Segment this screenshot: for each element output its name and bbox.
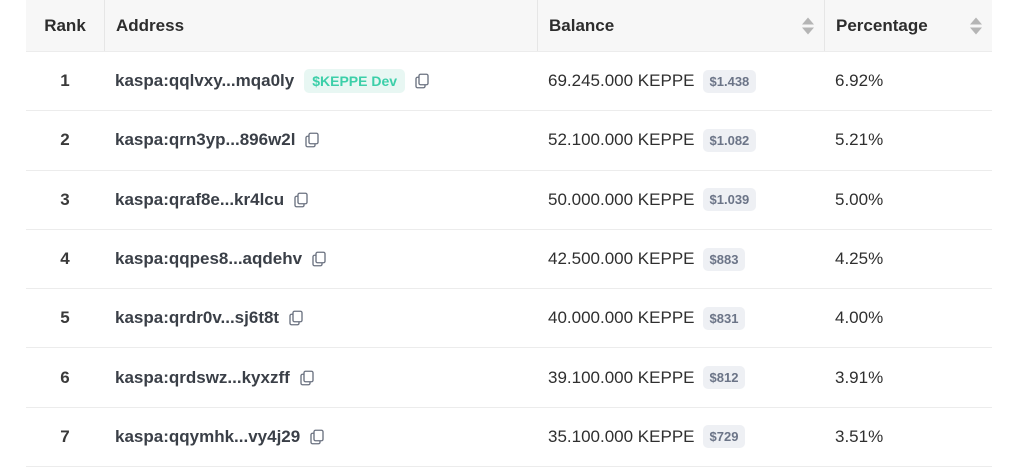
column-rank: Rank [44,15,86,35]
percentage-cell: 5.21% [835,130,884,150]
address-link[interactable]: kaspa:qrdswz...kyxzff [115,367,290,387]
balance-value: 69.245.000 KEPPE [548,71,695,91]
copy-icon[interactable] [413,72,431,90]
copy-icon[interactable] [308,428,326,446]
balance-value: 39.100.000 KEPPE [548,367,695,387]
copy-icon[interactable] [303,131,321,149]
balance-value: 35.100.000 KEPPE [548,426,695,446]
usd-value-badge: $1.039 [702,188,757,212]
table-row: 4 kaspa:qqpes8...aqdehv 42.500.000 KEPPE $8… [26,230,992,290]
sort-icon[interactable] [970,17,982,34]
address-link[interactable]: kaspa:qqymhk...vy4j29 [115,426,301,446]
rank-cell: 5 [60,308,70,328]
rank-cell: 7 [60,426,70,446]
balance-cell: 50.000.000 KEPPE $1.039 [537,188,824,212]
percentage-cell: 4.00% [835,308,884,328]
table-row: 7 kaspa:qqymhk...vy4j29 35.100.000 KEPPE $7… [26,408,992,467]
percentage-cell: 6.92% [835,71,884,91]
balance-cell: 35.100.000 KEPPE $729 [537,425,824,449]
percentage-cell: 4.25% [835,249,884,269]
rank-cell: 4 [60,249,70,269]
column-balance[interactable]: Balance [537,0,824,51]
table-row: 6 kaspa:qrdswz...kyxzff 39.100.000 KEPPE $8… [26,348,992,408]
holders-table: Rank Address Balance Percentage 1 kaspa:q… [26,0,992,467]
balance-cell: 40.000.000 KEPPE $831 [537,306,824,330]
sort-icon[interactable] [802,17,814,34]
column-address: Address [104,0,537,51]
address-cell: kaspa:qrdr0v...sj6t8t [104,308,537,328]
usd-value-badge: $883 [702,247,746,271]
address-link[interactable]: kaspa:qrdr0v...sj6t8t [115,308,280,328]
percentage-cell: 5.00% [835,189,884,209]
column-balance-label: Balance [549,15,615,35]
address-cell: kaspa:qraf8e...kr4lcu [104,190,537,210]
table-row: 1 kaspa:qqlvxy...mqa0ly $KEPPE Dev 69.245.0… [26,52,992,112]
balance-value: 40.000.000 KEPPE [548,308,695,328]
column-percentage-label: Percentage [836,15,928,35]
address-link[interactable]: kaspa:qraf8e...kr4lcu [115,189,285,209]
usd-value-badge: $1.082 [702,128,757,152]
percentage-cell: 3.51% [835,426,884,446]
copy-icon[interactable] [298,369,316,387]
table-row: 3 kaspa:qraf8e...kr4lcu 50.000.000 KEPPE $1… [26,171,992,230]
address-link[interactable]: kaspa:qrn3yp...896w2l [115,130,296,150]
address-link[interactable]: kaspa:qqpes8...aqdehv [115,249,303,269]
usd-value-badge: $812 [702,366,746,390]
rank-cell: 3 [60,189,70,209]
usd-value-badge: $729 [702,425,746,449]
address-link[interactable]: kaspa:qqlvxy...mqa0ly [115,71,295,91]
address-cell: kaspa:qrdswz...kyxzff [104,368,537,388]
percentage-cell: 3.91% [835,367,884,387]
balance-cell: 39.100.000 KEPPE $812 [537,366,824,390]
rank-cell: 1 [60,71,70,91]
balance-cell: 69.245.000 KEPPE $1.438 [537,69,824,93]
balance-value: 50.000.000 KEPPE [548,189,695,209]
copy-icon[interactable] [310,250,328,268]
address-cell: kaspa:qqymhk...vy4j29 [104,427,537,447]
copy-icon[interactable] [292,191,310,209]
dev-tag-badge: $KEPPE Dev [304,69,406,94]
table-row: 2 kaspa:qrn3yp...896w2l 52.100.000 KEPPE $1… [26,111,992,171]
rank-cell: 6 [60,367,70,387]
table-header: Rank Address Balance Percentage [26,0,992,52]
column-percentage[interactable]: Percentage [824,0,992,51]
address-cell: kaspa:qqlvxy...mqa0ly $KEPPE Dev [104,69,537,94]
balance-value: 52.100.000 KEPPE [548,130,695,150]
rank-cell: 2 [60,130,70,150]
usd-value-badge: $831 [702,306,746,330]
table-body: 1 kaspa:qqlvxy...mqa0ly $KEPPE Dev 69.245.0… [26,52,992,467]
balance-value: 42.500.000 KEPPE [548,249,695,269]
address-cell: kaspa:qqpes8...aqdehv [104,249,537,269]
balance-cell: 52.100.000 KEPPE $1.082 [537,128,824,152]
copy-icon[interactable] [287,309,305,327]
usd-value-badge: $1.438 [702,69,757,93]
address-cell: kaspa:qrn3yp...896w2l [104,130,537,150]
balance-cell: 42.500.000 KEPPE $883 [537,247,824,271]
table-row: 5 kaspa:qrdr0v...sj6t8t 40.000.000 KEPPE $8… [26,289,992,349]
